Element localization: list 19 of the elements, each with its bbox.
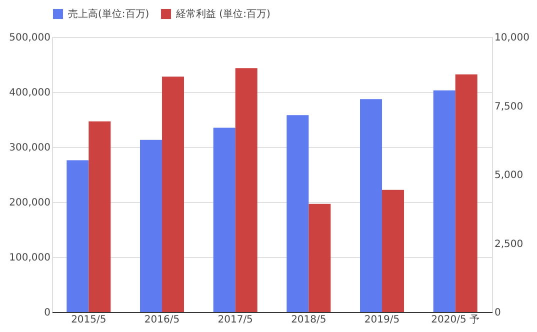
x-tick-label: 2016/5 <box>144 314 180 326</box>
x-tick-label: 2020/5 予 <box>431 314 480 326</box>
y2-tick-label: 2,500 <box>494 238 524 250</box>
y2-tick-label: 0 <box>494 308 501 318</box>
y2-tick-label: 7,500 <box>494 101 524 112</box>
x-tick-label: 2018/5 <box>291 314 326 326</box>
y2-tick-label: 10,000 <box>494 32 530 44</box>
x-tick-label: 2017/5 <box>218 314 253 326</box>
x-tick-label: 2015/5 <box>71 314 106 326</box>
y-tick-label: 100,000 <box>9 252 50 264</box>
legend-label: 売上高(単位:百万) <box>68 8 150 20</box>
legend-label: 経常利益 (単位:百万) <box>175 8 270 20</box>
y-tick-label: 400,000 <box>9 88 50 98</box>
y-tick-label: 500,000 <box>9 32 50 44</box>
y-tick-label: 200,000 <box>9 198 50 208</box>
y-tick-label: 0 <box>44 308 50 318</box>
y2-tick-label: 5,000 <box>494 170 524 181</box>
x-tick-label: 2019/5 <box>364 314 400 326</box>
y-tick-label: 300,000 <box>9 142 50 154</box>
